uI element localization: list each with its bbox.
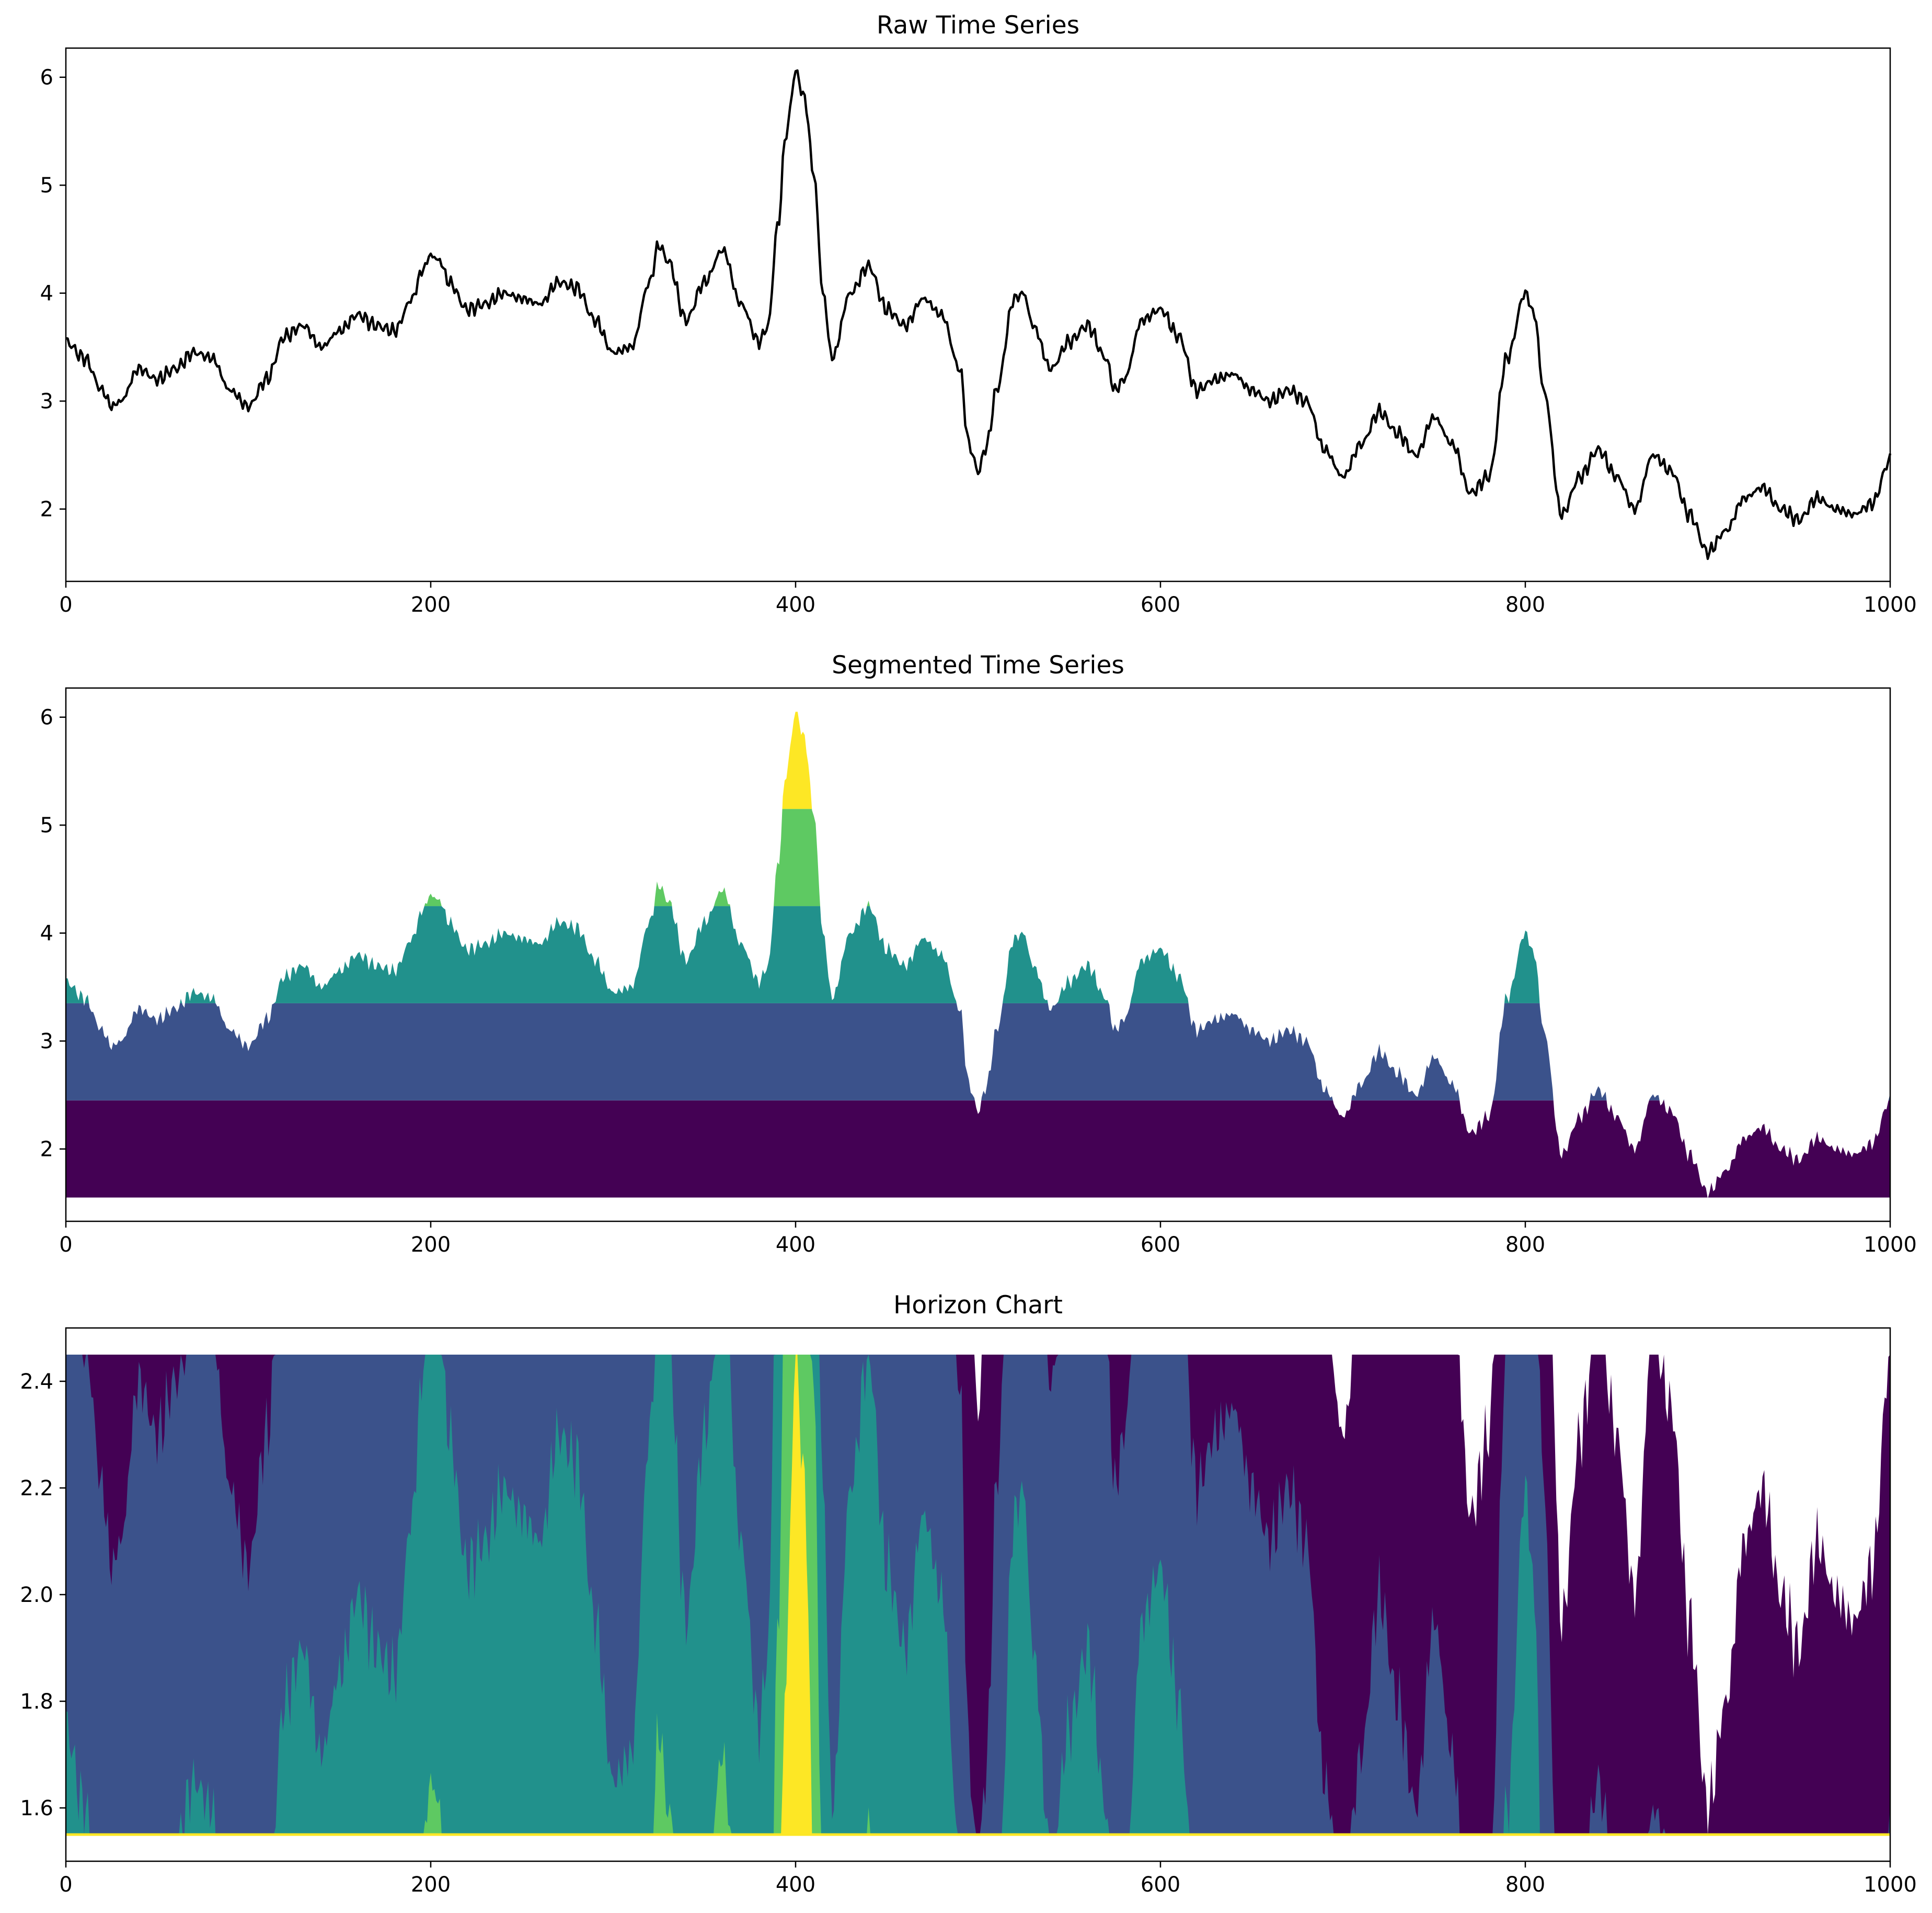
raw-series-line	[65, 69, 1892, 560]
y-tick-label: 6	[40, 66, 53, 90]
horizon-chart-panel: Horizon Chart 0 200 400 600 800 1000 1.6 1.8 2.0 2…	[20, 1291, 1917, 1897]
y-tick-label: 5	[40, 814, 53, 838]
x-tick-label: 0	[59, 1233, 72, 1257]
x-tick-label: 200	[411, 593, 451, 617]
y-tick-label: 2	[40, 498, 53, 522]
x-tick-label: 400	[776, 1233, 815, 1257]
axes-frame	[65, 47, 1891, 582]
y-tick-label: 3	[40, 1029, 53, 1053]
x-tick-label: 1000	[1864, 593, 1917, 617]
chart-title: Segmented Time Series	[832, 651, 1124, 680]
y-tick-label: 2.2	[20, 1476, 53, 1500]
horizon-bands	[66, 1355, 1890, 1836]
x-tick-label: 200	[411, 1873, 451, 1897]
x-tick-label: 600	[1141, 593, 1180, 617]
x-tick-label: 1000	[1864, 1873, 1917, 1897]
x-tick-label: 800	[1505, 1873, 1545, 1897]
horizon-band-3	[66, 1355, 1890, 1835]
y-tick-label: 1.8	[20, 1690, 53, 1714]
x-tick-label: 400	[776, 593, 815, 617]
x-tick-label: 0	[59, 593, 72, 617]
x-tick-label: 600	[1141, 1233, 1180, 1257]
y-tick-label: 2.4	[20, 1370, 53, 1394]
axes-frame	[65, 687, 1891, 1222]
chart-title: Horizon Chart	[893, 1291, 1063, 1320]
y-tick-label: 4	[40, 922, 53, 946]
y-tick-label: 3	[40, 390, 53, 414]
x-tick-label: 1000	[1864, 1233, 1917, 1257]
raw-time-series-panel: Raw Time Series 0 200 400 600 800 1000 2 3 4 5 6	[40, 11, 1917, 617]
y-tick-label: 2.0	[20, 1583, 53, 1607]
y-tick-label: 6	[40, 706, 53, 730]
x-tick-label: 400	[776, 1873, 815, 1897]
y-tick-label: 2	[40, 1138, 53, 1162]
x-tick-label: 800	[1505, 593, 1545, 617]
x-tick-label: 0	[59, 1873, 72, 1897]
y-tick-label: 4	[40, 282, 53, 306]
y-tick-label: 1.6	[20, 1796, 53, 1820]
chart-title: Raw Time Series	[877, 11, 1079, 40]
x-tick-label: 800	[1505, 1233, 1545, 1257]
y-tick-label: 5	[40, 174, 53, 198]
x-tick-label: 200	[411, 1233, 451, 1257]
x-tick-label: 600	[1141, 1873, 1180, 1897]
segment-band-1	[66, 1100, 1890, 1198]
